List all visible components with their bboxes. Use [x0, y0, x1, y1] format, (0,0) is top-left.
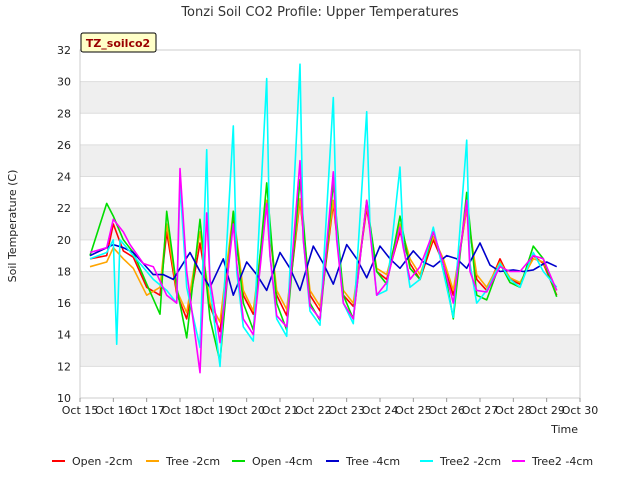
- x-tick-label: Oct 29: [528, 404, 565, 417]
- x-tick-label: Oct 28: [495, 404, 532, 417]
- x-tick-label: Oct 25: [395, 404, 432, 417]
- legend-item: Open -2cm: [52, 455, 133, 468]
- legend-label: Tree -4cm: [345, 455, 400, 468]
- legend-label: Open -2cm: [72, 455, 133, 468]
- legend-item: Tree2 -4cm: [512, 455, 593, 468]
- legend-item: Open -4cm: [232, 455, 313, 468]
- series-lines: [89, 63, 558, 374]
- x-axis-label: Time: [550, 423, 578, 436]
- y-tick-label: 14: [57, 329, 71, 342]
- y-tick-label: 10: [57, 392, 71, 405]
- grid-band: [80, 334, 580, 367]
- legend: Open -2cm Tree -2cm Open -4cm Tree -4cm Tree…: [52, 455, 593, 468]
- y-axis-label: Soil Temperature (C): [6, 170, 19, 283]
- x-tick-label: Oct 20: [228, 404, 265, 417]
- x-tick-label: Oct 24: [362, 404, 399, 417]
- y-axis: 10 12 14 16 18 20 22 24 26 28 30 32: [57, 44, 71, 405]
- chart-title: Tonzi Soil CO2 Profile: Upper Temperatur…: [180, 5, 459, 20]
- x-tick-label: Oct 30: [562, 404, 599, 417]
- series-line-tree-4cm: [89, 242, 558, 297]
- y-tick-label: 12: [57, 360, 71, 373]
- y-tick-label: 28: [57, 107, 71, 120]
- legend-label: Tree2 -2cm: [439, 455, 501, 468]
- legend-item: Tree -4cm: [326, 455, 400, 468]
- y-tick-label: 30: [57, 76, 71, 89]
- x-tick-label: Oct 15: [62, 404, 99, 417]
- dataset-badge-label: TZ_soilco2: [86, 37, 150, 50]
- legend-item: Tree2 -2cm: [420, 455, 501, 468]
- y-tick-label: 22: [57, 202, 71, 215]
- y-tick-label: 24: [57, 171, 71, 184]
- x-tick-label: Oct 17: [128, 404, 165, 417]
- y-tick-label: 18: [57, 265, 71, 278]
- x-tick-label: Oct 19: [195, 404, 232, 417]
- x-tick-label: Oct 21: [262, 404, 299, 417]
- legend-label: Tree2 -4cm: [531, 455, 593, 468]
- x-tick-label: Oct 18: [162, 404, 199, 417]
- x-tick-label: Oct 16: [95, 404, 132, 417]
- x-tick-label: Oct 22: [295, 404, 332, 417]
- y-tick-label: 26: [57, 139, 71, 152]
- x-tick-label: Oct 23: [328, 404, 365, 417]
- x-tick-label: Oct 26: [428, 404, 465, 417]
- grid-band: [80, 81, 580, 114]
- legend-label: Tree -2cm: [165, 455, 220, 468]
- series-line-tree-2cm: [89, 197, 558, 323]
- dataset-badge: TZ_soilco2: [80, 32, 157, 53]
- y-tick-label: 16: [57, 297, 71, 310]
- y-tick-label: 20: [57, 234, 71, 247]
- series-line-tree2-2cm: [89, 63, 558, 368]
- legend-item: Tree -2cm: [146, 455, 220, 468]
- plot-frame: [79, 49, 581, 399]
- legend-label: Open -4cm: [252, 455, 313, 468]
- y-tick-label: 32: [57, 44, 71, 57]
- x-tick-label: Oct 27: [462, 404, 499, 417]
- series-line-tree2-4cm: [89, 159, 558, 374]
